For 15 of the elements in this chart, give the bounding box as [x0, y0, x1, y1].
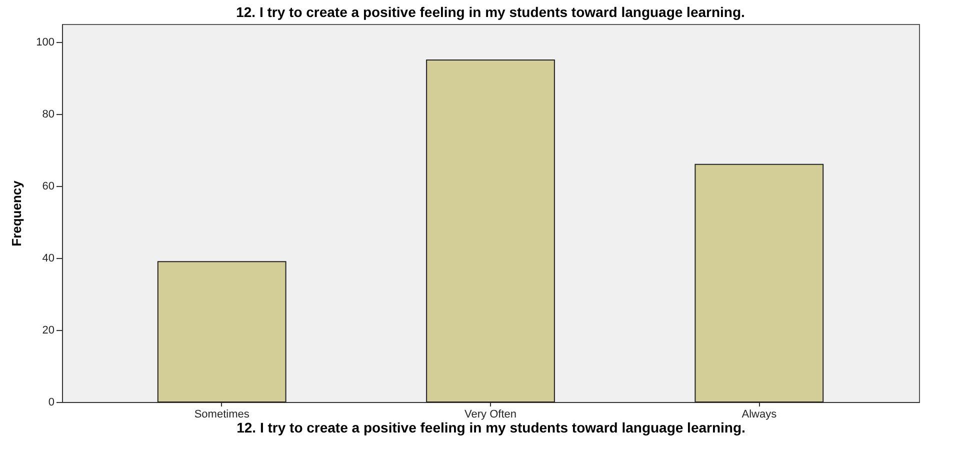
y-tick-label: 20 — [42, 324, 54, 336]
y-tick-label: 80 — [42, 108, 54, 120]
y-tick-label: 40 — [42, 252, 54, 264]
bar — [157, 261, 286, 402]
chart-title: 12. I try to create a positive feeling in my students toward language learning. — [236, 4, 745, 20]
y-tick-label: 60 — [42, 180, 54, 192]
y-axis-title: Frequency — [9, 180, 24, 246]
y-tick-label: 100 — [36, 36, 54, 48]
x-axis-title: 12. I try to create a positive feeling in my students toward language learning. — [236, 420, 746, 436]
x-tick-label: Always — [742, 408, 778, 420]
x-tick-label: Sometimes — [194, 408, 250, 420]
y-tick-label: 0 — [48, 396, 54, 408]
x-tick-label: Very Often — [464, 408, 516, 420]
bar — [694, 164, 824, 402]
bar — [426, 60, 555, 402]
